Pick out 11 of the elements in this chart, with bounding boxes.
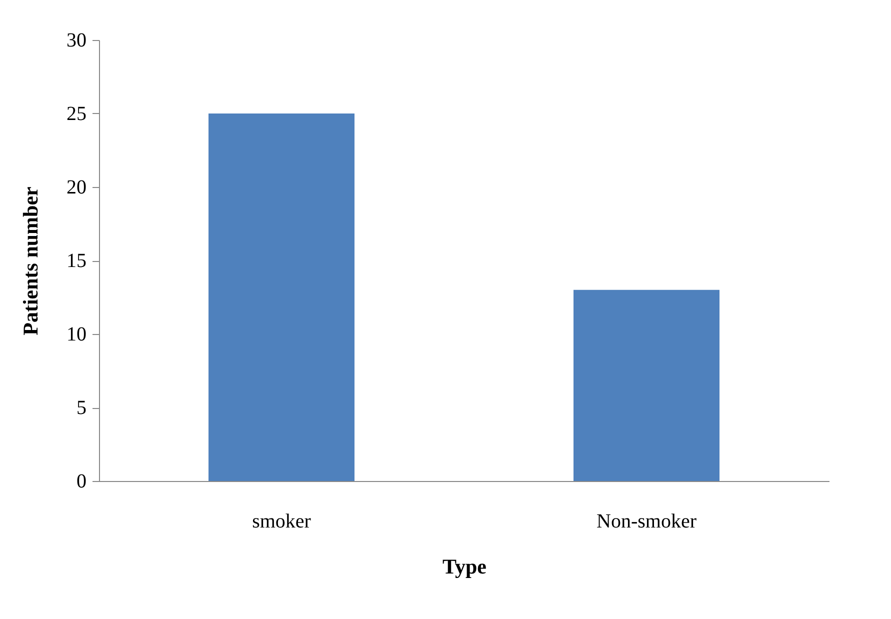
y-tick-label: 5: [76, 397, 86, 419]
y-tick-label: 15: [66, 250, 86, 272]
x-tick-label: Non-smoker: [596, 510, 697, 532]
x-axis-title: Type: [442, 554, 486, 578]
y-tick-label: 25: [66, 103, 86, 125]
y-tick-label: 30: [66, 30, 86, 52]
y-tick-label: 0: [76, 470, 86, 492]
x-tick-label: smoker: [252, 510, 312, 532]
y-tick-label: 20: [66, 176, 86, 198]
y-tick-label: 10: [66, 324, 86, 346]
y-axis-title: Patients number: [18, 186, 42, 336]
